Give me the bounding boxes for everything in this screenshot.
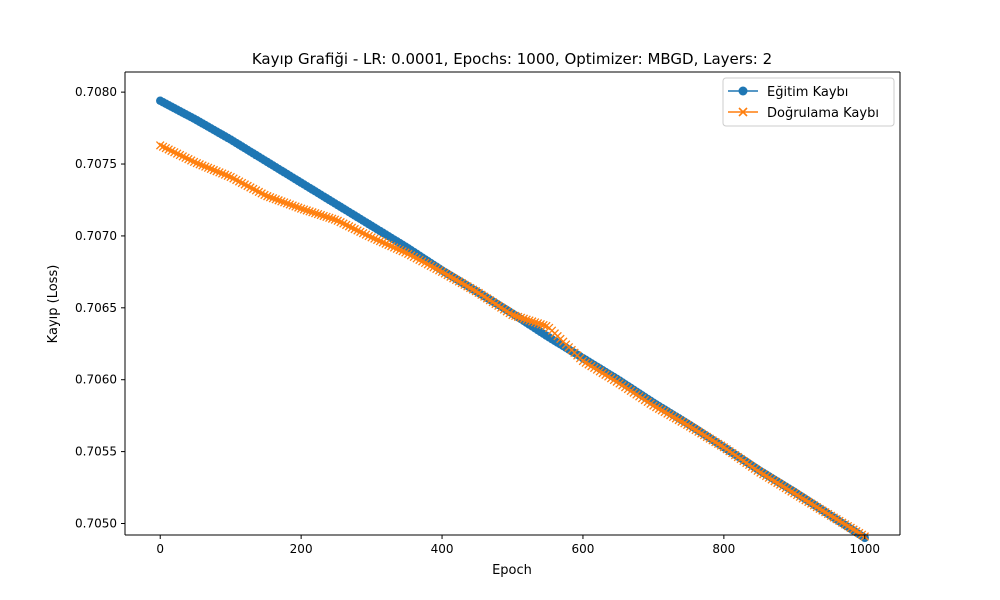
x-tick-label: 600 xyxy=(572,542,595,556)
data-point xyxy=(265,192,275,202)
legend-label-training: Eğitim Kaybı xyxy=(767,85,848,100)
data-point xyxy=(389,243,399,252)
y-tick-label: 0.7060 xyxy=(75,373,117,387)
data-point xyxy=(268,193,278,203)
x-tick-label: 200 xyxy=(290,542,313,556)
data-point xyxy=(302,206,312,215)
data-point xyxy=(260,190,269,200)
y-axis-ticks: 0.7050 0.7055 0.7060 0.7065 0.7070 0.7075 0.70… xyxy=(75,85,125,530)
data-point xyxy=(203,163,213,173)
plot-area xyxy=(125,72,900,535)
data-point xyxy=(370,234,379,243)
data-point xyxy=(198,161,207,170)
data-point xyxy=(206,164,216,174)
data-point xyxy=(285,200,295,209)
data-point xyxy=(539,320,548,330)
data-point xyxy=(522,315,531,324)
data-point xyxy=(398,247,407,256)
legend-label-validation: Doğrulama Kaybı xyxy=(767,106,879,121)
data-point xyxy=(271,195,281,204)
data-point xyxy=(195,160,204,169)
axes-frame xyxy=(124,71,901,536)
data-point xyxy=(189,157,199,167)
y-tick-label: 0.7070 xyxy=(75,229,117,243)
legend-marker-training xyxy=(738,86,748,96)
data-point xyxy=(274,196,283,205)
data-point xyxy=(395,245,405,255)
data-point xyxy=(192,158,202,168)
data-point xyxy=(384,240,393,250)
data-point xyxy=(367,233,376,242)
data-point xyxy=(223,171,233,181)
x-axis-label: Epoch xyxy=(492,563,532,578)
data-point xyxy=(319,211,328,221)
data-point xyxy=(508,310,517,320)
y-tick-label: 0.7055 xyxy=(75,445,117,459)
data-point xyxy=(313,209,323,219)
x-tick-label: 800 xyxy=(712,542,735,556)
data-point xyxy=(525,316,534,325)
data-point xyxy=(277,197,286,206)
data-point xyxy=(387,241,396,251)
data-point xyxy=(330,215,340,224)
data-point xyxy=(305,207,314,216)
data-point xyxy=(378,238,388,247)
data-point xyxy=(288,201,297,210)
data-point xyxy=(316,210,326,220)
data-point xyxy=(212,166,221,176)
x-tick-label: 400 xyxy=(431,542,454,556)
x-tick-label: 1000 xyxy=(849,542,880,556)
data-point xyxy=(516,313,526,323)
data-point xyxy=(372,235,382,245)
legend: Eğitim Kaybı Doğrulama Kaybı xyxy=(722,77,895,127)
data-point xyxy=(201,162,210,171)
data-point xyxy=(220,170,230,179)
y-tick-label: 0.7050 xyxy=(75,516,117,530)
data-point xyxy=(299,205,309,214)
data-point xyxy=(519,314,529,323)
data-point xyxy=(217,169,227,178)
data-point xyxy=(381,239,390,248)
data-point xyxy=(392,244,402,254)
data-point xyxy=(327,214,337,223)
data-point xyxy=(296,204,306,213)
y-axis-label: Kayıp (Loss) xyxy=(46,265,61,344)
chart-title: Kayıp Grafiği - LR: 0.0001, Epochs: 1000… xyxy=(252,50,772,68)
data-point xyxy=(279,198,289,207)
data-point xyxy=(375,236,385,246)
y-tick-label: 0.7080 xyxy=(75,85,117,99)
data-point xyxy=(308,208,317,217)
data-point xyxy=(513,312,523,322)
data-point xyxy=(263,191,272,201)
series-layer xyxy=(155,96,870,543)
data-point xyxy=(511,311,520,321)
data-point xyxy=(322,212,331,222)
data-point xyxy=(282,199,292,208)
x-axis-ticks: 0 200 400 600 800 1000 xyxy=(156,535,880,556)
legend-box xyxy=(722,77,895,127)
x-tick-label: 0 xyxy=(156,542,164,556)
data-point xyxy=(291,202,300,211)
data-point xyxy=(533,319,543,328)
data-point xyxy=(209,165,219,175)
data-point xyxy=(536,319,545,329)
data-point xyxy=(530,318,540,327)
data-point xyxy=(215,168,224,177)
data-point xyxy=(310,208,320,218)
data-point xyxy=(527,317,537,326)
data-point xyxy=(325,213,334,223)
data-point xyxy=(294,203,303,212)
y-tick-label: 0.7075 xyxy=(75,157,117,171)
legend-marker-validation xyxy=(738,107,748,117)
y-tick-label: 0.7065 xyxy=(75,301,117,315)
series-validation-loss xyxy=(155,141,870,541)
